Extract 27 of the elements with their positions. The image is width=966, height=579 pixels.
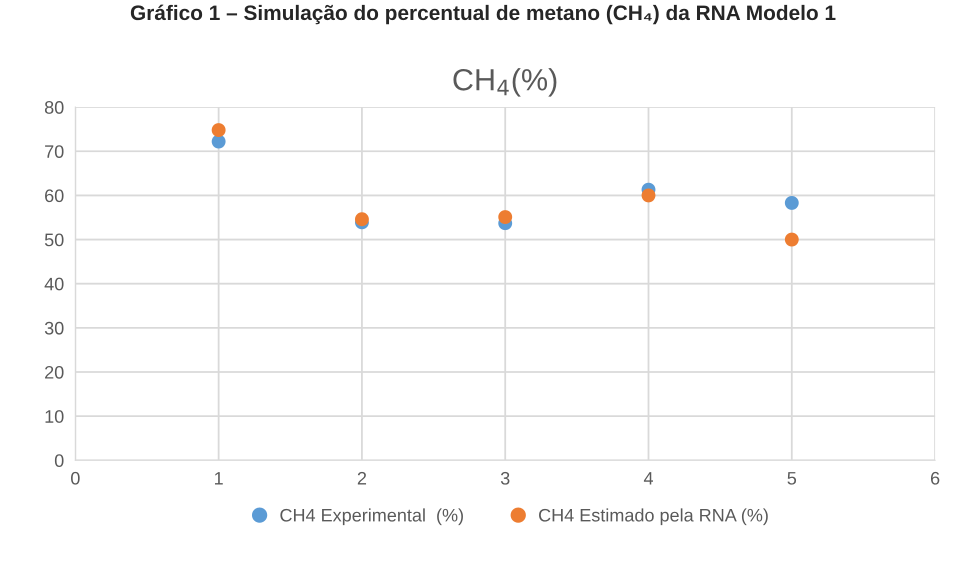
x-tick-label: 2 <box>358 472 366 484</box>
point <box>212 123 226 138</box>
legend-label: CH4 Experimental (%) <box>280 508 463 526</box>
y-tick-label: 50 <box>44 233 64 246</box>
y-tick-label: 20 <box>45 366 64 379</box>
y-tick-label: 10 <box>46 410 64 423</box>
y-tick-label: 40 <box>44 278 64 290</box>
x-tick-label: 1 <box>214 472 223 484</box>
legend-label: CH4 Estimado pela RNA (%) <box>539 508 768 526</box>
y-tick-label: 70 <box>45 145 64 158</box>
y-tick-label: 60 <box>45 189 64 202</box>
point <box>354 212 369 226</box>
point <box>642 188 656 202</box>
point <box>784 196 799 210</box>
x-tick-label: 4 <box>644 472 653 484</box>
y-tick-label: 80 <box>44 101 64 114</box>
x-tick-label: 5 <box>788 472 796 485</box>
chart-subtitle: Gráfico 1 – Simulação do percentual de metano (CH₄) da RNA Modelo 1 <box>130 4 836 24</box>
y-tick-label: 0 <box>54 454 64 468</box>
x-tick-label: 0 <box>71 472 80 485</box>
point <box>784 232 799 247</box>
point <box>498 210 512 224</box>
chart-title: CH$_{4}$(%) <box>453 68 556 97</box>
y-tick-label: 30 <box>44 322 64 335</box>
x-tick-label: 6 <box>930 472 940 485</box>
point <box>212 134 226 148</box>
x-tick-label: 3 <box>500 472 510 485</box>
